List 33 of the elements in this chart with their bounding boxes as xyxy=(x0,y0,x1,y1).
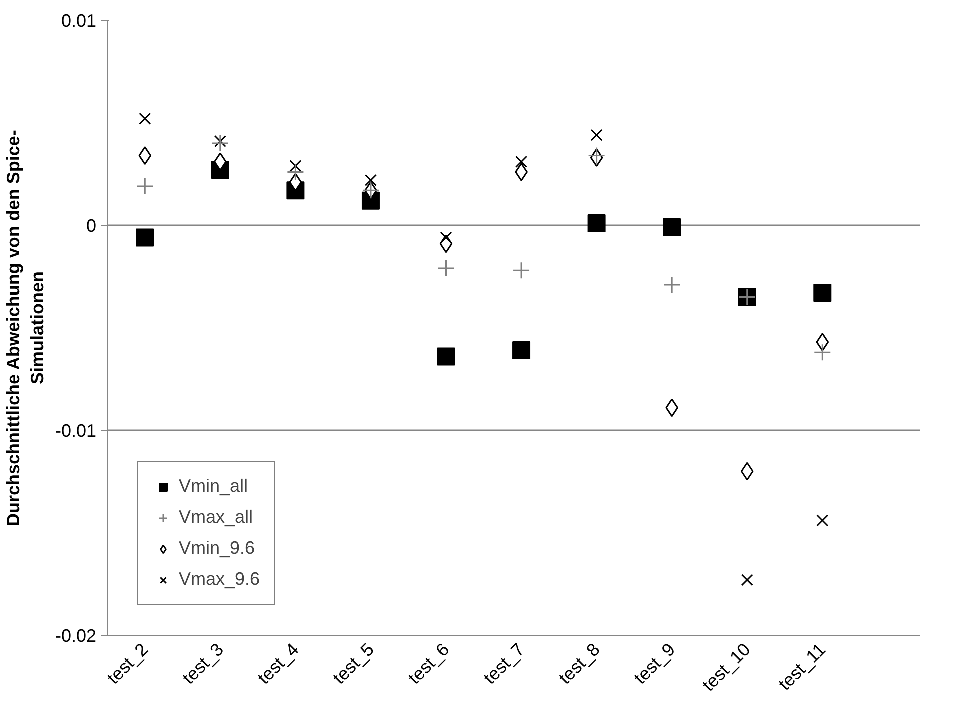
point xyxy=(515,156,528,168)
point xyxy=(816,514,829,527)
point xyxy=(290,160,302,172)
point xyxy=(138,146,152,166)
point xyxy=(136,178,154,196)
point xyxy=(437,348,456,366)
point xyxy=(588,214,606,232)
legend-label: Vmin_9.6 xyxy=(179,538,256,559)
point xyxy=(814,284,832,302)
legend-label: Vmax_9.6 xyxy=(179,569,260,590)
y-tick-label: -0.01 xyxy=(55,421,97,441)
point xyxy=(663,276,681,294)
point xyxy=(139,112,152,125)
y-tick-label: 0.01 xyxy=(61,11,97,31)
point xyxy=(512,342,531,360)
y-tick-label: 0 xyxy=(86,216,97,236)
legend-label: Vmax_all xyxy=(179,507,254,528)
point xyxy=(663,218,682,237)
legend-label: Vmin_all xyxy=(179,476,248,497)
y-axis-title: Durchschnittliche Abweichung von den Spice-Simulationen xyxy=(3,130,48,527)
point xyxy=(741,574,754,586)
point xyxy=(214,135,226,148)
point xyxy=(438,260,455,278)
point xyxy=(740,462,754,481)
point xyxy=(512,262,530,280)
point xyxy=(364,174,378,186)
point xyxy=(816,333,830,352)
y-tick-label: -0.02 xyxy=(55,626,97,646)
point xyxy=(814,344,832,362)
point xyxy=(136,228,154,247)
point xyxy=(286,163,304,181)
point xyxy=(590,129,603,142)
point xyxy=(212,134,230,152)
